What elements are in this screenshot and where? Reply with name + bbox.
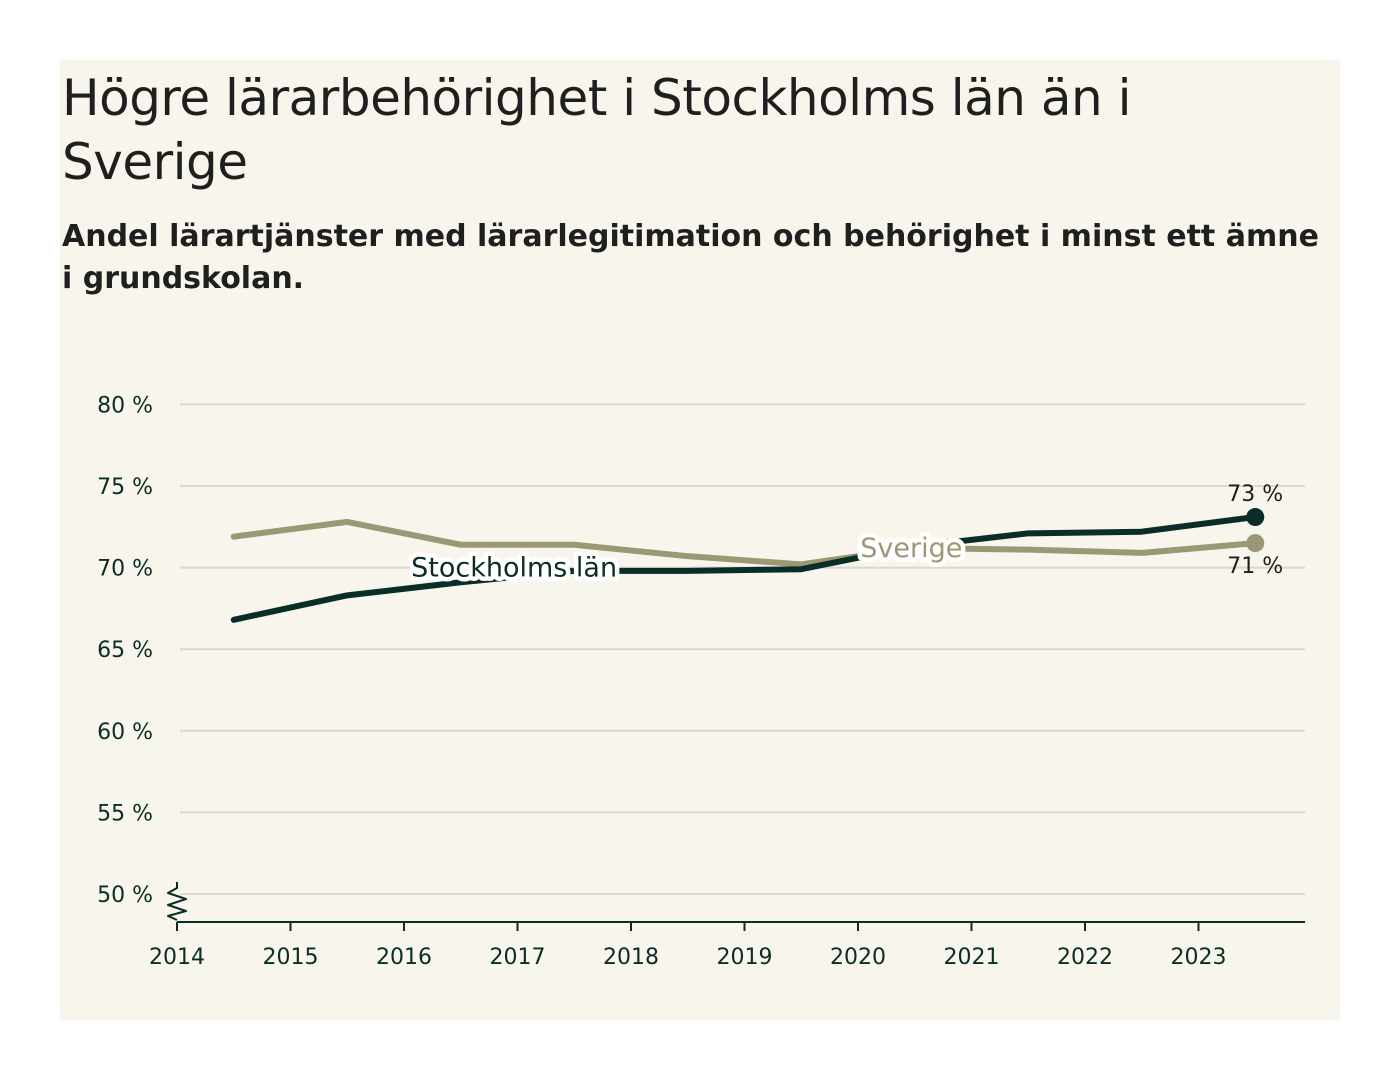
x-tick-label: 2018 — [603, 945, 659, 970]
series-end-point — [1246, 508, 1265, 527]
series-line-stockholms-lan — [230, 514, 1259, 623]
x-tick-label: 2023 — [1171, 945, 1227, 970]
x-tick-label: 2014 — [149, 945, 205, 970]
x-tick-label: 2020 — [830, 945, 886, 970]
series-label-stockholms-lan: Stockholms län — [411, 553, 617, 584]
chart-title: Högre lärarbehörighet i Stockholms län ä… — [62, 69, 1131, 191]
x-tick-label: 2016 — [376, 945, 432, 970]
chart-subtitle: Andel lärartjänster med lärarlegitimatio… — [62, 219, 1319, 296]
series-label-sverige: Sverige — [860, 533, 962, 564]
series-end-point — [1246, 534, 1265, 553]
y-tick-label: 70 % — [97, 557, 153, 582]
x-tick-label: 2021 — [944, 945, 1000, 970]
x-tick-label: 2019 — [717, 945, 773, 970]
chart-card — [60, 60, 1340, 1020]
x-tick-label: 2022 — [1057, 945, 1113, 970]
y-tick-label: 80 % — [97, 393, 153, 418]
series-line-sverige — [230, 518, 1259, 568]
y-tick-label: 65 % — [97, 638, 153, 663]
y-tick-label: 75 % — [97, 475, 153, 500]
x-tick-label: 2015 — [263, 945, 319, 970]
y-tick-label: 55 % — [97, 801, 153, 826]
axis-break-icon — [167, 882, 187, 921]
y-tick-label: 60 % — [97, 720, 153, 745]
series-end-label: 71 % — [1227, 554, 1283, 579]
series-end-label: 73 % — [1227, 482, 1283, 507]
y-tick-label: 50 % — [97, 883, 153, 908]
x-tick-label: 2017 — [490, 945, 546, 970]
